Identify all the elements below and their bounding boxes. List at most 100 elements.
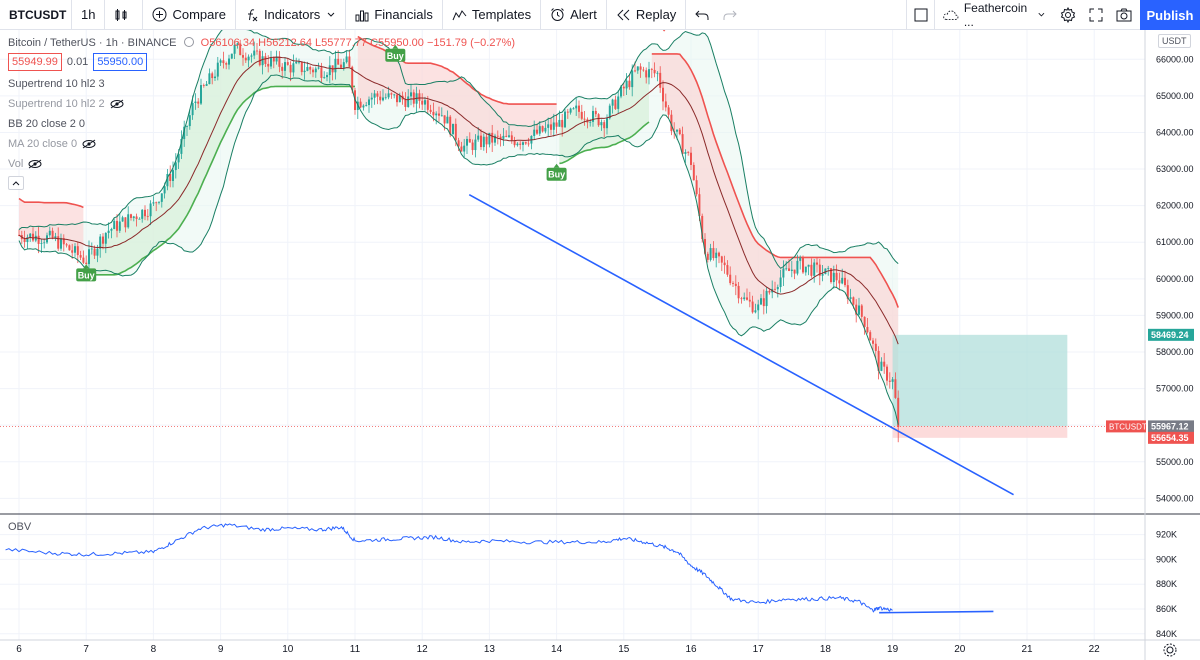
candle-body (446, 116, 449, 124)
candle-body (183, 126, 186, 140)
candle-body (533, 129, 536, 136)
eye-off-icon[interactable] (110, 99, 124, 109)
candle-body (841, 277, 844, 284)
candle-body (127, 214, 130, 228)
alert-button[interactable]: Alert (541, 0, 607, 30)
time-tick-label: 16 (685, 644, 697, 655)
candle-body (267, 63, 270, 67)
indicator-supertrend-1[interactable]: Supertrend 10 hl2 3 (8, 77, 515, 91)
legend-collapse-button[interactable] (8, 176, 24, 190)
candle-body (760, 298, 762, 305)
layout-button[interactable] (906, 0, 934, 30)
chart-style-button[interactable] (105, 0, 144, 30)
buy-price-button[interactable]: 55950.00 (93, 53, 148, 71)
publish-button[interactable]: Publish (1140, 0, 1200, 30)
indicator-supertrend-2[interactable]: Supertrend 10 hl2 2 (8, 97, 515, 111)
candle-body (547, 124, 550, 128)
candle-body (382, 97, 384, 101)
candle-body (62, 238, 65, 245)
candle-body (622, 86, 625, 89)
symbol-search-button[interactable]: BTCUSDT (0, 0, 72, 30)
candle-body (211, 73, 214, 79)
price-chart[interactable]: BuyBuyBuySell 66000.0065000.0064000.0063… (0, 30, 1200, 660)
indicators-button[interactable]: Indicators (236, 0, 347, 30)
candle-body (242, 55, 244, 58)
indicator-label: BB 20 close 2 0 (8, 118, 86, 130)
candle-body (373, 93, 376, 98)
indicator-ma[interactable]: MA 20 close 0 (8, 137, 515, 151)
candle-body (118, 221, 121, 231)
symbol-price-tag (1106, 420, 1146, 433)
candle-body (166, 173, 169, 187)
candle-body (734, 283, 737, 286)
interval-button[interactable]: 1h (72, 0, 106, 30)
candle-body (712, 248, 715, 259)
candle-body (474, 139, 477, 151)
templates-button[interactable]: Templates (443, 0, 542, 30)
chart-grid (0, 30, 1200, 660)
candle-body (146, 216, 149, 218)
candle-body (334, 58, 337, 73)
indicator-vol[interactable]: Vol (8, 157, 515, 171)
chevron-down-icon (327, 12, 335, 17)
eye-off-icon[interactable] (28, 159, 42, 169)
replay-button[interactable]: Replay (607, 0, 687, 30)
candle-body (460, 146, 463, 152)
candle-body (855, 304, 858, 315)
candle-body (701, 215, 704, 239)
candle-body (104, 232, 107, 244)
candle-body (748, 299, 751, 302)
candle-body (160, 193, 163, 202)
sell-price-button[interactable]: 55949.99 (8, 53, 62, 71)
candle-body (832, 272, 835, 283)
candle-body (662, 87, 664, 102)
compare-label: Compare (172, 7, 226, 22)
alert-label: Alert (570, 7, 597, 22)
eye-off-icon[interactable] (82, 139, 96, 149)
indicator-bb[interactable]: BB 20 close 2 0 (8, 117, 515, 131)
candle-body (82, 257, 85, 263)
candle-body (116, 220, 118, 231)
candle-body (877, 350, 880, 371)
price-tick-label: 55000.00 (1156, 457, 1194, 467)
time-tick-label: 11 (350, 644, 361, 655)
candle-body (785, 268, 788, 270)
candle-body (684, 152, 687, 154)
candle-body (300, 61, 303, 73)
undo-button[interactable] (686, 0, 723, 30)
candle-body (51, 230, 54, 238)
candle-body (793, 269, 796, 274)
candle-body (452, 123, 454, 135)
trendline-drawing (468, 193, 1014, 496)
candle-body (289, 64, 292, 73)
chart-axes: 66000.00 65000.00 64000.00 63000.00 62000.00… (16, 54, 1194, 657)
candle-body (85, 262, 88, 265)
compare-button[interactable]: Compare (143, 0, 236, 30)
watchlist-button[interactable]: Feathercoin ... (934, 0, 1054, 30)
toolbar-right: Feathercoin ... Publish (906, 0, 1200, 30)
settings-button[interactable] (1054, 0, 1082, 30)
time-tick-label: 18 (820, 644, 832, 655)
redo-button[interactable] (723, 0, 751, 30)
candle-body (505, 135, 508, 137)
watchlist-label: Feathercoin ... (963, 1, 1028, 29)
undo-icon (695, 10, 709, 20)
candle-body (264, 56, 267, 64)
candle-body (813, 262, 816, 276)
financials-button[interactable]: Financials (346, 0, 443, 30)
supertrend-up-line (86, 85, 355, 276)
fullscreen-button[interactable] (1082, 0, 1110, 30)
candle-body (37, 235, 40, 244)
chevron-down-icon (1038, 12, 1045, 17)
profit-target-zone (892, 334, 1068, 427)
candle-body (99, 236, 102, 249)
time-tick-label: 13 (484, 644, 496, 655)
currency-badge[interactable]: USDT (1158, 34, 1191, 48)
time-tick-label: 7 (83, 644, 89, 655)
snapshot-button[interactable] (1110, 0, 1138, 30)
candle-body (309, 66, 312, 70)
candle-body (68, 245, 71, 251)
candle-body (191, 102, 194, 116)
last-price-tag-text: 55967.12 (1151, 421, 1189, 431)
candle-body (757, 304, 760, 311)
